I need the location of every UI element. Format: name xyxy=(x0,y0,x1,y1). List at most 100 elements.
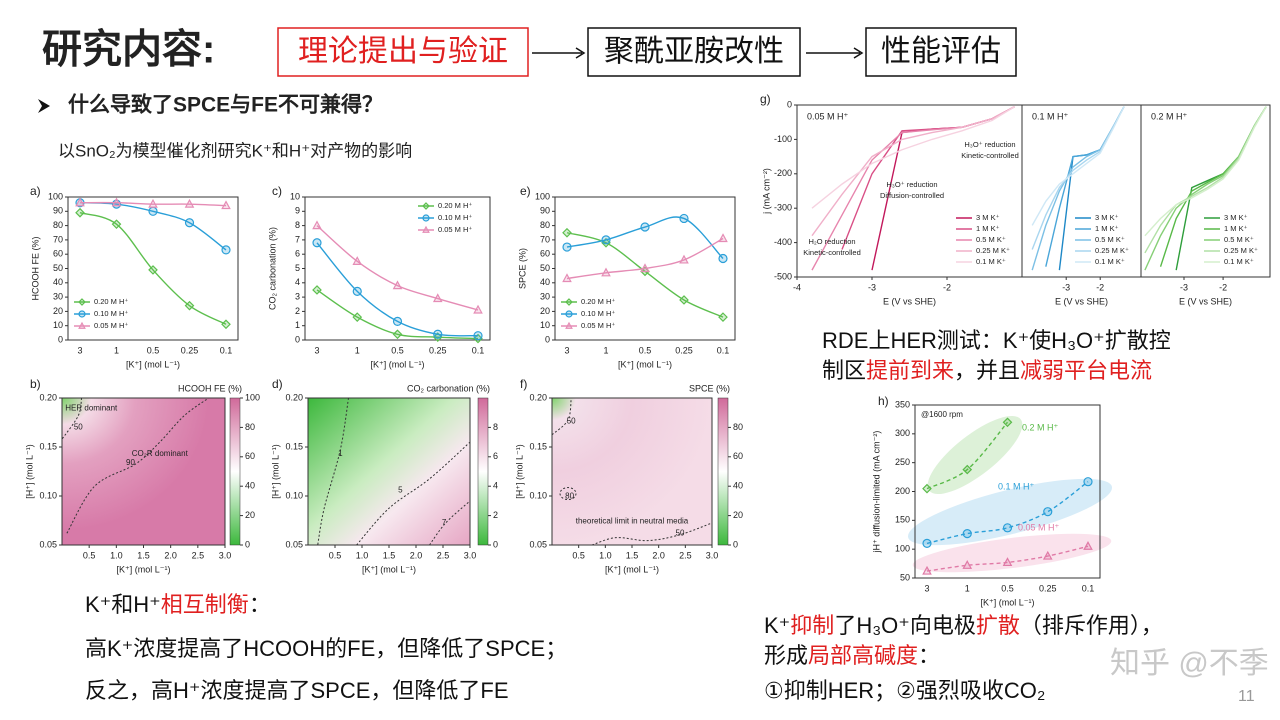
marker xyxy=(562,273,572,283)
marker xyxy=(148,198,158,208)
y-tick-label: 60 xyxy=(540,249,550,259)
step-box xyxy=(277,27,529,77)
legend-marker xyxy=(78,310,86,318)
annotation: CO₂R dominant xyxy=(132,449,189,458)
rich-text: ①抑制HER；②强烈吸收CO₂ xyxy=(764,678,1045,703)
y-tick-label: 0.15 xyxy=(529,441,547,451)
marker xyxy=(392,329,403,340)
contour-label: 80 xyxy=(565,492,574,501)
text-segment: K⁺和H⁺ xyxy=(85,592,161,617)
x-tick-label: 2.0 xyxy=(652,550,665,560)
legend-label: 3 M K⁺ xyxy=(1224,213,1248,222)
y-tick-label: 0 xyxy=(58,334,63,344)
x-axis-label: [K⁺] (mol L⁻¹) xyxy=(618,359,672,369)
highlight xyxy=(907,478,1113,546)
y-tick-label: 8 xyxy=(295,220,300,230)
series-line xyxy=(79,201,227,207)
text-segment: 反之，高H⁺浓度提高了SPCE，但降低了FE xyxy=(85,678,509,703)
colorbar-tick-label: 0 xyxy=(733,539,738,549)
y-tick-label: 50 xyxy=(900,572,910,582)
series-line xyxy=(316,242,479,337)
legend-label: 0.05 M H⁺ xyxy=(581,321,615,330)
x-tick-label: 1.5 xyxy=(383,550,396,560)
text-segment: 形成 xyxy=(764,643,808,668)
y-tick-label: 10 xyxy=(53,320,63,330)
panel-label: d) xyxy=(272,377,283,391)
marker xyxy=(922,565,932,575)
marker xyxy=(473,333,483,344)
legend-label: 0.5 M K⁺ xyxy=(976,235,1006,244)
y-tick-label: 0.10 xyxy=(529,490,547,500)
series-line xyxy=(1031,106,1125,226)
colorbar-tick-label: 100 xyxy=(245,392,260,402)
x-tick-label: 2.5 xyxy=(437,550,450,560)
y-tick-label: 200 xyxy=(895,486,910,496)
legend-label: 0.20 M H⁺ xyxy=(581,297,615,306)
contour-line xyxy=(551,397,572,436)
marker xyxy=(352,256,363,265)
legend-label: 0.25 M K⁺ xyxy=(1095,246,1129,255)
series-line xyxy=(926,481,1089,545)
legend-label: 0.25 M K⁺ xyxy=(1224,246,1258,255)
legend-label: 0.10 M H⁺ xyxy=(581,309,615,318)
highlight xyxy=(912,533,1112,573)
x-tick-label: 3.0 xyxy=(219,550,232,560)
x-tick-label: -2 xyxy=(943,282,951,292)
y-tick-label: 0 xyxy=(545,334,550,344)
x-tick-label: -2 xyxy=(1219,282,1227,292)
panel-label: g) xyxy=(760,92,771,106)
legend-label: 0.1 M K⁺ xyxy=(976,257,1006,266)
x-axis-label: E (V vs SHE) xyxy=(883,296,936,306)
x-tick-label: 1.5 xyxy=(626,550,639,560)
page-number: 11 xyxy=(1238,688,1255,705)
y-tick-label: -400 xyxy=(774,237,792,247)
y-axis-label: j (mA cm⁻²) xyxy=(761,168,771,215)
bullet-icon xyxy=(38,99,50,113)
marker xyxy=(111,197,122,207)
y-tick-label: 250 xyxy=(895,457,910,467)
x-tick-label: 1.0 xyxy=(599,550,612,560)
text-segment: （排斥作用）， xyxy=(1020,613,1163,638)
x-tick-label: 0.25 xyxy=(429,345,447,355)
marker xyxy=(432,293,443,303)
marker xyxy=(352,312,363,322)
x-axis-label: E (V vs SHE) xyxy=(1055,296,1108,306)
x-tick-label: 0.25 xyxy=(181,345,199,355)
y-tick-label: 20 xyxy=(540,306,550,316)
y-tick-label: 0.05 xyxy=(39,539,57,549)
colorbar-tick-label: 0 xyxy=(493,539,498,549)
colorbar-tick-label: 8 xyxy=(493,422,498,432)
x-axis-label: [K⁺] (mol L⁻¹) xyxy=(605,564,659,574)
y-tick-label: 30 xyxy=(53,291,63,301)
text-segment: 了H₃O⁺向电极 xyxy=(834,613,976,638)
x-tick-label: 0.1 xyxy=(1082,583,1095,593)
marker xyxy=(601,267,611,277)
marker xyxy=(718,233,728,243)
y-tick-label: 150 xyxy=(895,515,910,525)
contour-label: 5 xyxy=(398,486,403,495)
legend-label: 0.1 M K⁺ xyxy=(1224,257,1254,266)
x-tick-label: 1 xyxy=(965,583,970,593)
x-tick-label: -4 xyxy=(793,282,801,292)
y-tick-label: 50 xyxy=(53,263,63,273)
marker xyxy=(640,222,650,232)
annotation: H₃O⁺ reduction xyxy=(964,140,1015,149)
text-segment: 制区 xyxy=(822,358,866,383)
y-tick-label: 10 xyxy=(290,191,300,201)
x-tick-label: 3 xyxy=(924,583,929,593)
heatmap xyxy=(552,398,712,545)
highlight xyxy=(927,415,1023,495)
y-axis-label: HCOOH FE (%) xyxy=(30,236,40,300)
y-tick-label: 100 xyxy=(895,544,910,554)
text-segment: ①抑制HER；②强烈吸收CO₂ xyxy=(764,678,1045,703)
x-tick-label: 2.5 xyxy=(679,550,692,560)
marker xyxy=(473,331,483,341)
text-segment: 减弱平台电流 xyxy=(1020,358,1152,383)
marker xyxy=(148,265,158,275)
panel-title: 0.05 M H⁺ xyxy=(807,111,849,121)
y-tick-label: -300 xyxy=(774,203,792,213)
y-tick-label: -200 xyxy=(774,168,792,178)
series-label: 0.05 M H⁺ xyxy=(1018,522,1060,532)
step-label: 性能评估 xyxy=(881,35,1001,68)
x-tick-label: 3.0 xyxy=(706,550,719,560)
